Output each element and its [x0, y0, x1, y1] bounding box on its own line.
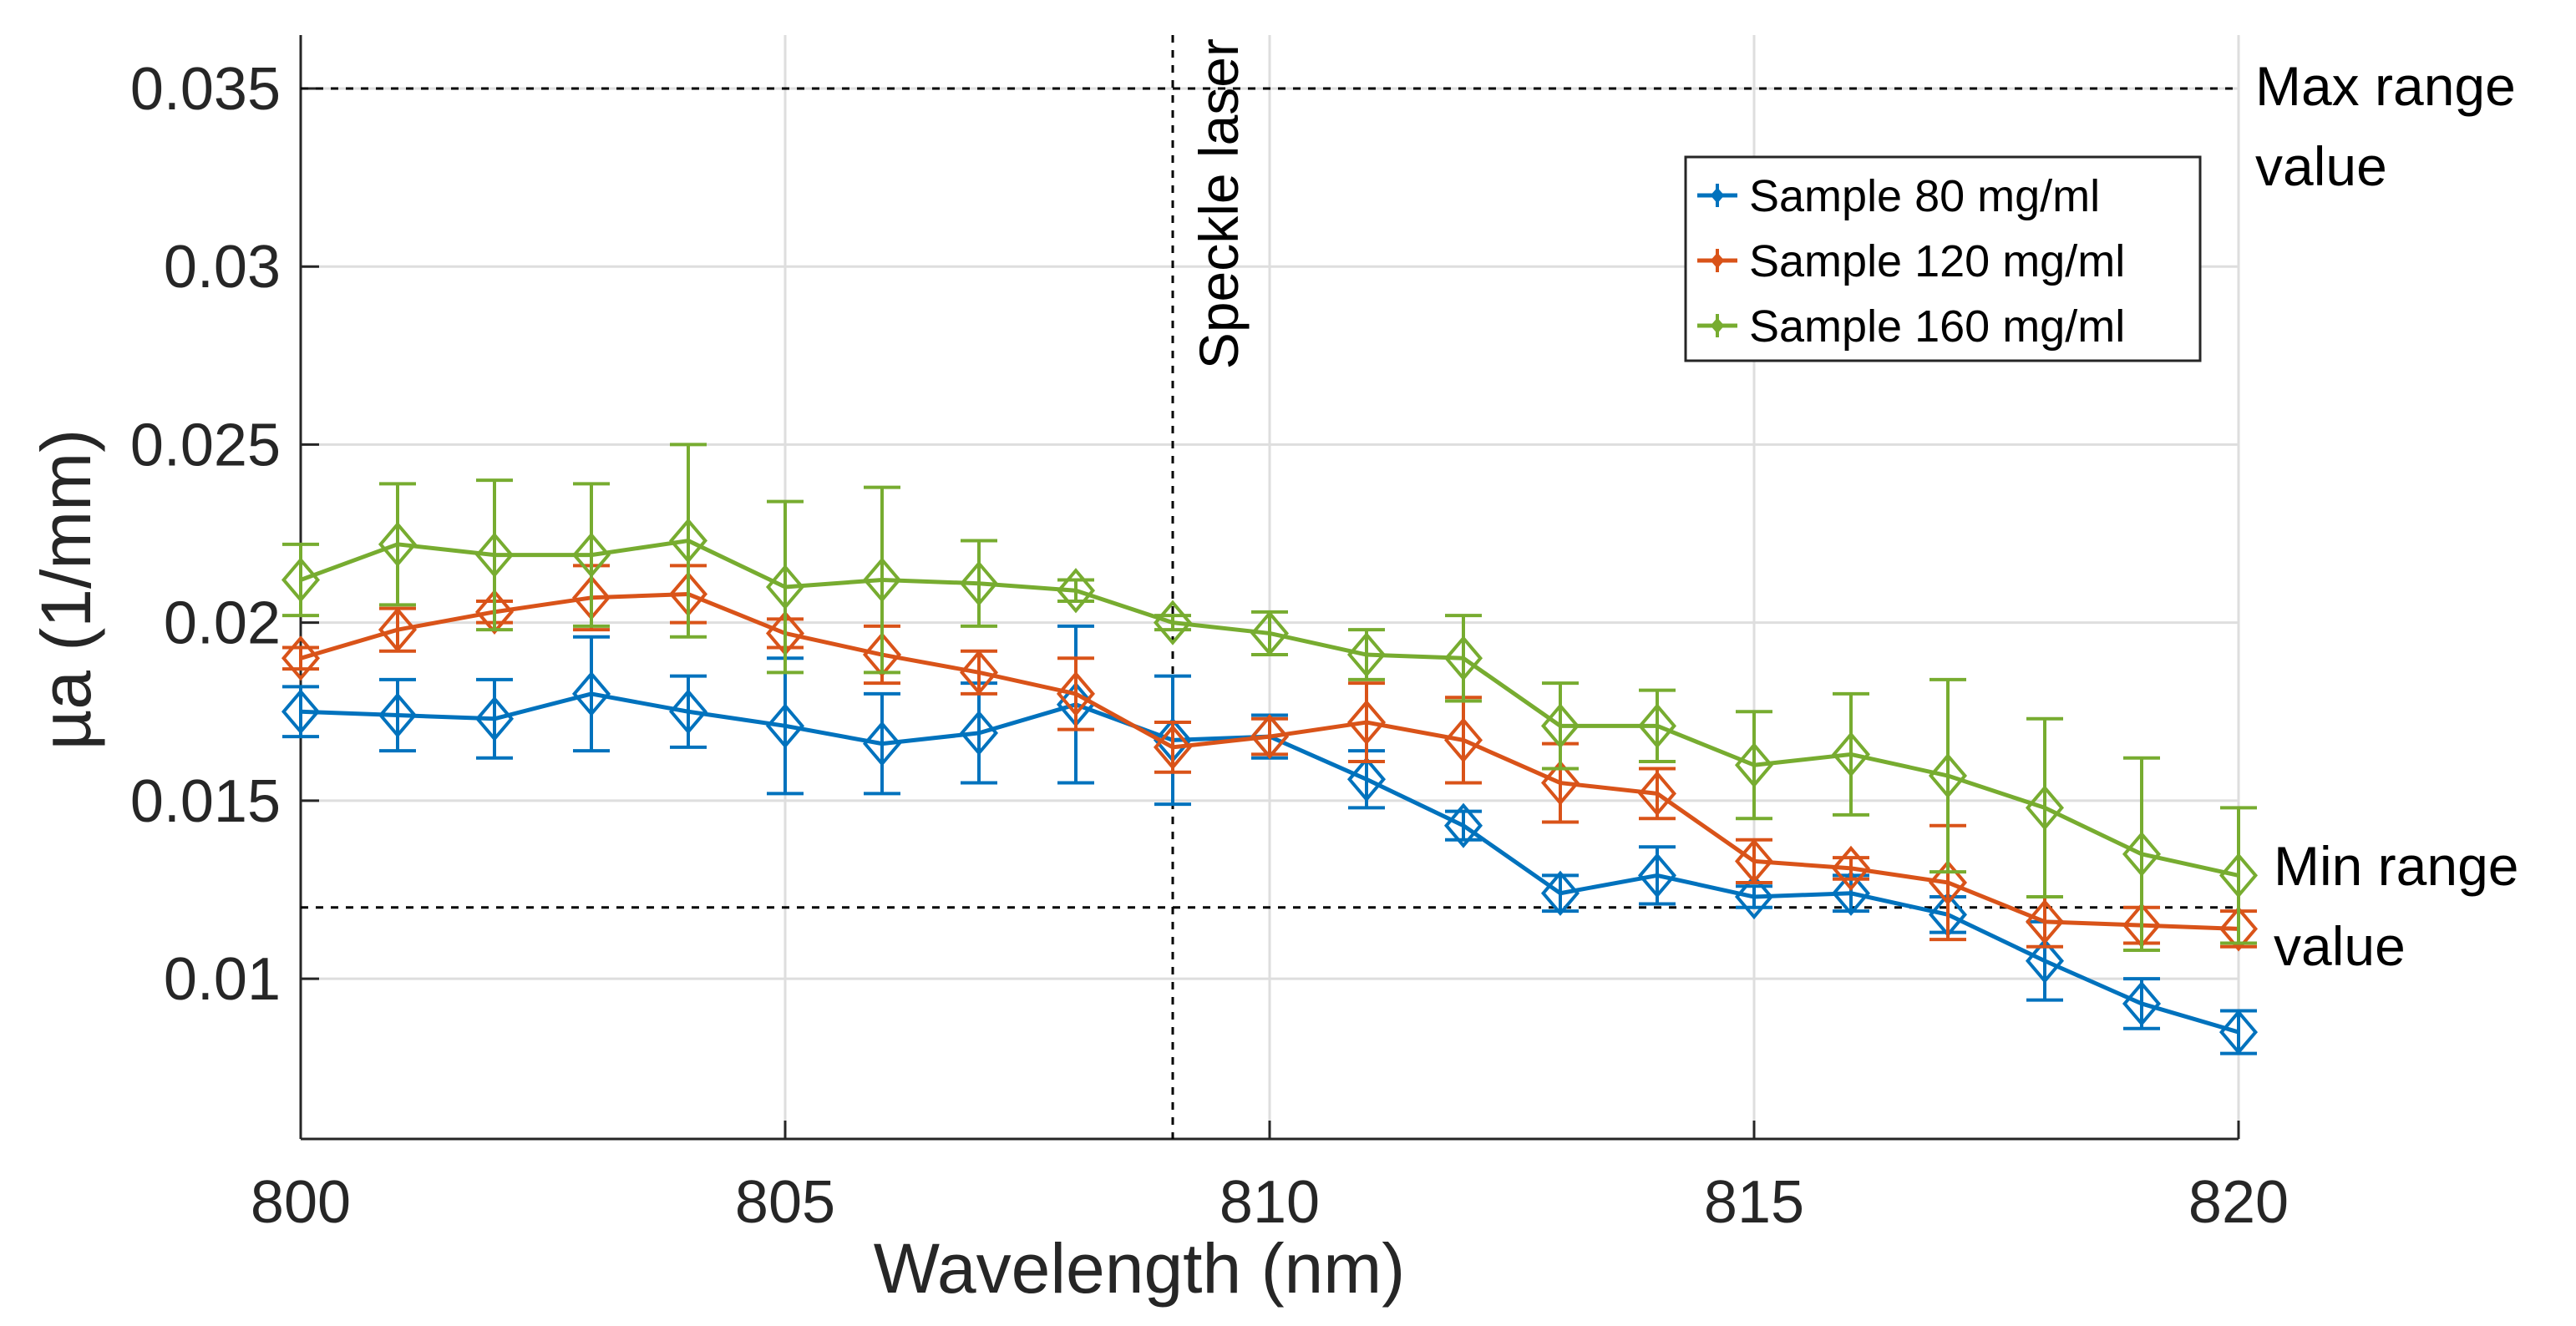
- range-label-line2: value: [2255, 135, 2387, 197]
- data-point-marker: [1928, 859, 1968, 906]
- data-point-marker: [1540, 703, 1580, 749]
- data-point-marker: [1153, 724, 1193, 770]
- data-point-marker: [765, 564, 805, 610]
- data-point-marker: [1540, 870, 1580, 916]
- axis-labels: Wavelength (nm) µa (1/mm): [27, 429, 1405, 1308]
- data-point-marker: [474, 696, 515, 741]
- data-point-marker: [1928, 752, 1968, 799]
- reference-lines: Max range value Min range value Speckle lase…: [301, 35, 2519, 1139]
- speckle-laser-label: Speckle laser: [1188, 38, 1250, 369]
- legend-swatch-marker: [1710, 187, 1725, 204]
- data-point-marker: [1637, 771, 1677, 817]
- data-point-marker: [571, 671, 611, 717]
- data-point-marker: [1734, 838, 1774, 884]
- range-label-line1: Max range: [2255, 55, 2516, 117]
- data-point-marker: [959, 560, 999, 606]
- data-point-marker: [2025, 938, 2065, 984]
- legend-item: Sample 80 mg/ml: [1697, 171, 2100, 221]
- data-point-marker: [2025, 898, 2065, 944]
- y-tick-label: 0.01: [164, 946, 281, 1013]
- legend-swatch-marker: [1710, 317, 1725, 334]
- data-point-marker: [1346, 631, 1387, 678]
- data-point-marker: [281, 557, 321, 603]
- data-point-marker: [959, 710, 999, 756]
- data-point-marker: [571, 532, 611, 578]
- series-2: [281, 564, 2259, 952]
- y-tick-label: 0.03: [164, 234, 281, 301]
- y-axis-label: µa (1/mm): [27, 429, 105, 750]
- legend-box: [1684, 155, 2202, 362]
- x-tick-label: 820: [2188, 1169, 2289, 1236]
- data-point-marker: [959, 650, 999, 696]
- data-point-marker: [2122, 980, 2162, 1027]
- data-point-marker: [2219, 1009, 2259, 1055]
- data-point-marker: [862, 631, 902, 678]
- legend-swatch-marker: [1710, 252, 1725, 269]
- data-point-marker: [1831, 845, 1871, 891]
- min-range-label: Min range value: [2274, 835, 2519, 977]
- data-point-marker: [1637, 853, 1677, 898]
- y-tick-label: 0.025: [130, 412, 281, 478]
- legend-label: Sample 160 mg/ml: [1749, 301, 2125, 352]
- data-point-marker: [1831, 870, 1871, 916]
- legend: Sample 80 mg/ml Sample 120 mg/ml Sample 16…: [1684, 155, 2202, 362]
- data-point-marker: [2219, 853, 2259, 898]
- axes: 800 805 810 815 820 0.01 0.015 0.02 0.025 0.03 0.0…: [130, 35, 2289, 1236]
- data-point-marker: [1637, 703, 1677, 749]
- data-point-marker: [1250, 610, 1290, 656]
- data-point-marker: [862, 557, 902, 603]
- legend-item: Sample 160 mg/ml: [1697, 301, 2125, 352]
- data-point-marker: [2219, 906, 2259, 952]
- legend-item: Sample 120 mg/ml: [1697, 236, 2125, 286]
- max-range-label: Max range value: [2255, 55, 2516, 197]
- legend-label: Sample 120 mg/ml: [1749, 236, 2125, 286]
- data-point-marker: [1346, 699, 1387, 746]
- series-3: [281, 443, 2259, 952]
- data-point-marker: [378, 692, 418, 738]
- data-point-marker: [1443, 635, 1483, 681]
- data-point-marker: [2025, 785, 2065, 831]
- y-tick-label: 0.035: [130, 56, 281, 123]
- data-point-marker: [668, 689, 708, 735]
- y-tick-label: 0.02: [164, 590, 281, 657]
- data-point-marker: [378, 607, 418, 653]
- data-point-marker: [1831, 731, 1871, 777]
- x-axis-label: Wavelength (nm): [874, 1229, 1405, 1308]
- data-point-marker: [1734, 873, 1774, 920]
- data-point-marker: [1734, 742, 1774, 788]
- data-point-marker: [2122, 831, 2162, 877]
- data-point-marker: [1443, 717, 1483, 763]
- x-tick-label: 815: [1704, 1169, 1804, 1236]
- data-point-marker: [1250, 714, 1290, 760]
- data-series: [281, 443, 2259, 1055]
- data-point-marker: [1153, 600, 1193, 645]
- x-tick-label: 810: [1220, 1169, 1320, 1236]
- data-point-marker: [1443, 802, 1483, 848]
- data-point-marker: [668, 518, 708, 564]
- x-tick-label: 805: [735, 1169, 835, 1236]
- data-point-marker: [1346, 757, 1387, 802]
- x-tick-label: 800: [251, 1169, 351, 1236]
- data-point-marker: [1540, 760, 1580, 806]
- data-point-marker: [1056, 568, 1096, 614]
- data-point-marker: [474, 589, 515, 635]
- data-point-marker: [281, 689, 321, 735]
- legend-label: Sample 80 mg/ml: [1749, 171, 2100, 221]
- y-tick-label: 0.015: [130, 768, 281, 835]
- range-label-line1: Min range: [2274, 835, 2519, 897]
- data-point-marker: [474, 532, 515, 578]
- range-label-line2: value: [2274, 915, 2406, 977]
- data-point-marker: [378, 521, 418, 567]
- data-point-marker: [765, 703, 805, 749]
- data-point-marker: [281, 635, 321, 681]
- data-point-marker: [1056, 671, 1096, 717]
- data-point-marker: [862, 721, 902, 767]
